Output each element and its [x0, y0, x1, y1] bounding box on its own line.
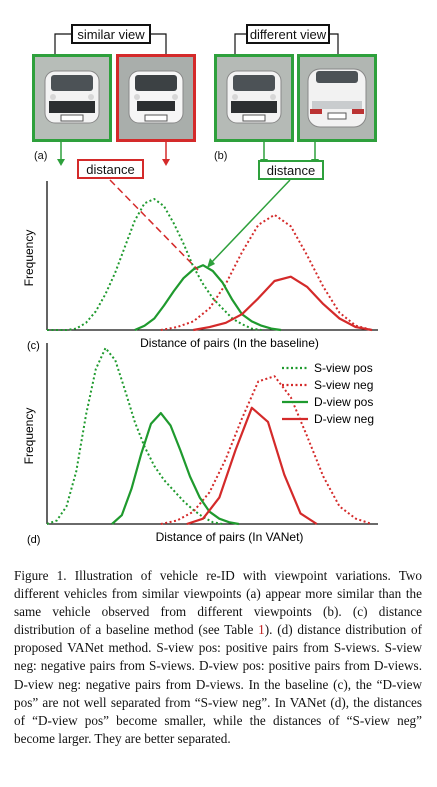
different-view-title: different view: [246, 24, 330, 44]
car-photo-a1: [32, 54, 112, 142]
x-axis-label: Distance of pairs (In VANet): [156, 530, 304, 544]
panel-label-a: (a): [34, 150, 48, 162]
car-photo-b2: [297, 54, 377, 142]
series-line-s-view-neg: [160, 213, 373, 331]
series-line-d-view-pos: [134, 264, 282, 332]
car-photo-a2: [116, 54, 196, 142]
different-distance-pointer: [209, 179, 291, 265]
car-photo-b1: [214, 54, 294, 142]
caption-prefix: Figure 1. Illustration of vehicle re-ID …: [14, 568, 422, 638]
legend-entry-1: S-view neg: [314, 378, 373, 392]
similar-view-title: similar view: [71, 24, 151, 44]
caption-suffix: ). (d) distance distribution of proposed…: [14, 622, 422, 746]
series-line-s-view-neg: [160, 375, 373, 525]
series-line-s-view-pos: [47, 198, 262, 331]
panel-label: (d): [27, 534, 40, 546]
series-line-d-view-neg: [193, 275, 373, 332]
figure-caption: Figure 1. Illustration of vehicle re-ID …: [14, 567, 422, 748]
distance-box-similar: distance: [77, 159, 144, 179]
distance-box-different: distance: [258, 160, 324, 180]
title-connectors: [54, 33, 339, 166]
x-axis-label: Distance of pairs (In the baseline): [140, 336, 319, 350]
legend-entry-2: D-view pos: [314, 395, 373, 409]
chart-vanet: Frequency Distance of pairs (In VANet) (d)…: [22, 343, 378, 546]
series-line-d-view-neg: [186, 406, 318, 526]
arrow-head: [207, 258, 215, 268]
y-axis-label: Frequency: [22, 408, 36, 465]
chart-baseline: Frequency Distance of pairs (In the basel…: [22, 179, 378, 352]
table-ref-link[interactable]: 1: [258, 622, 265, 638]
panel-label: (c): [27, 340, 40, 352]
similar-distance-pointer: [109, 179, 199, 271]
legend-entry-3: D-view neg: [314, 412, 374, 426]
series-line-d-view-pos: [111, 411, 239, 526]
y-axis-label: Frequency: [22, 230, 36, 287]
panel-label-b: (b): [214, 150, 228, 162]
series-line-s-view-pos: [46, 347, 223, 525]
legend-entry-0: S-view pos: [314, 361, 373, 375]
